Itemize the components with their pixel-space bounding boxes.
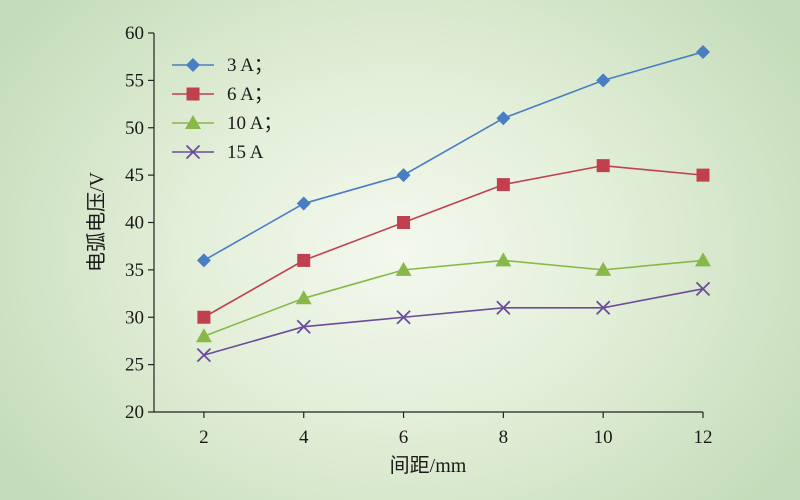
legend-marker-1 [186, 87, 200, 101]
data-point-series-1 [696, 168, 710, 182]
legend-marker-0 [186, 58, 200, 72]
data-point-series-3 [596, 300, 611, 315]
y-tick-label: 55 [125, 70, 144, 91]
legend-label-2: 10 A； [227, 113, 282, 134]
data-point-series-1 [197, 310, 211, 324]
data-point-series-3 [496, 300, 511, 315]
data-point-series-2 [495, 252, 512, 267]
x-tick-label: 10 [594, 427, 613, 448]
legend-label-1: 6 A； [227, 84, 273, 105]
data-point-series-2 [395, 261, 412, 276]
series-lines [203, 51, 704, 356]
data-point-series-2 [595, 261, 612, 276]
y-tick-label: 35 [125, 260, 144, 281]
data-point-series-1 [496, 178, 510, 192]
data-point-series-2 [195, 328, 212, 343]
y-axis-title: 电弧电压/V [85, 171, 108, 272]
legend-marker-3 [185, 144, 201, 160]
x-tick-label: 12 [694, 427, 713, 448]
x-tick-label: 4 [299, 427, 309, 448]
data-point-series-1 [397, 216, 411, 229]
x-tick-label: 2 [199, 427, 209, 448]
data-point-series-2 [295, 290, 312, 305]
y-tick-label: 45 [125, 165, 144, 186]
series-line-0 [203, 51, 704, 262]
data-point-series-0 [196, 253, 211, 268]
data-point-series-0 [396, 168, 411, 183]
x-axis-title: 间距/mm [390, 454, 467, 477]
y-axis-ticks: 20 25 30 35 40 45 50 55 60 [125, 23, 154, 423]
y-tick-label: 40 [125, 213, 144, 234]
data-point-series-3 [396, 310, 411, 325]
y-tick-label: 25 [125, 355, 144, 376]
x-tick-label: 6 [399, 427, 409, 448]
legend: 3 A； 6 A； 10 A； 15 A [172, 55, 282, 163]
y-tick-label: 20 [125, 402, 144, 423]
series-markers [195, 44, 711, 363]
data-point-series-0 [596, 73, 611, 88]
x-tick-label: 8 [499, 427, 509, 448]
legend-marker-2 [185, 115, 201, 129]
data-point-series-1 [297, 253, 311, 267]
x-axis-ticks: 2 4 6 8 10 12 [199, 412, 713, 448]
data-point-series-0 [296, 196, 311, 211]
data-point-series-3 [296, 319, 311, 334]
series-line-2 [203, 259, 704, 337]
data-point-series-0 [696, 44, 710, 59]
y-tick-label: 30 [125, 307, 144, 328]
legend-label-3: 15 A [227, 142, 264, 163]
series-line-3 [203, 288, 704, 356]
legend-label-0: 3 A； [227, 55, 273, 76]
y-tick-label: 50 [125, 118, 144, 139]
data-point-series-1 [596, 159, 610, 173]
data-point-series-3 [695, 281, 711, 296]
data-point-series-2 [695, 252, 711, 267]
data-point-series-3 [196, 348, 212, 363]
data-point-series-0 [496, 111, 511, 126]
y-tick-label: 60 [125, 23, 144, 44]
series-line-1 [203, 164, 704, 318]
